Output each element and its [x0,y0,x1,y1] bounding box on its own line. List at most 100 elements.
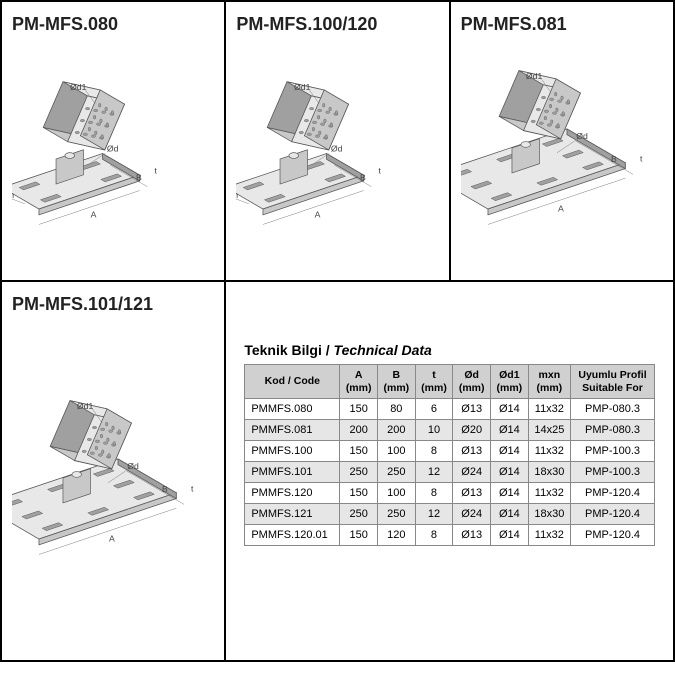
table-cell: Ø14 [491,441,529,462]
svg-text:t: t [640,153,643,163]
svg-text:Ød: Ød [331,144,343,154]
svg-text:Ød: Ød [127,461,139,471]
svg-text:mxn: mxn [236,190,238,200]
table-cell: 200 [377,420,415,441]
table-cell: 80 [377,399,415,420]
table-cell: 11x32 [528,525,570,546]
table-cell: 8 [415,483,453,504]
svg-text:A: A [315,210,321,220]
table-row: PMMFS.10125025012Ø24Ø1418x30PMP-100.3 [245,462,655,483]
table-cell: PMMFS.100 [245,441,340,462]
drawing-0: A B t mxn Ød1 Ød [12,43,214,271]
table-cell: 250 [340,504,378,525]
table-cell: 150 [340,483,378,504]
table-cell: Ø14 [491,462,529,483]
svg-text:t: t [379,166,382,176]
table-cell: Ø14 [491,504,529,525]
table-header-cell: Ød(mm) [453,365,491,399]
card-2: PM-MFS.081 A B t mxn Ød1 Ød [450,1,674,281]
tech-title-main: Teknik Bilgi / [244,342,329,358]
tech-title: Teknik Bilgi / Technical Data [244,342,655,358]
svg-text:Ød: Ød [576,131,588,141]
svg-text:t: t [191,483,194,493]
table-cell: PMP-120.4 [571,525,655,546]
table-cell: PMMFS.120 [245,483,340,504]
table-cell: 150 [340,441,378,462]
table-row: PMMFS.08120020010Ø20Ø1414x25PMP-080.3 [245,420,655,441]
table-header-cell: Kod / Code [245,365,340,399]
svg-text:Ød1: Ød1 [294,82,311,92]
svg-text:Ød1: Ød1 [77,401,94,411]
tech-data-panel: Teknik Bilgi / Technical Data Kod / Code… [225,281,674,661]
product-grid: PM-MFS.080 A B t mxn Ød1 Ød PM-MFS.100/1… [0,0,675,662]
table-cell: PMP-120.4 [571,504,655,525]
tech-table: Kod / CodeA(mm)B(mm)t(mm)Ød(mm)Ød1(mm)mx… [244,364,655,546]
table-row: PMMFS.12125025012Ø24Ø1418x30PMP-120.4 [245,504,655,525]
card-title: PM-MFS.100/120 [236,14,438,35]
table-cell: 18x30 [528,462,570,483]
svg-text:B: B [136,173,142,183]
table-body: PMMFS.080150806Ø13Ø1411x32PMP-080.3PMMFS… [245,399,655,546]
table-header-cell: Ød1(mm) [491,365,529,399]
table-cell: Ø14 [491,483,529,504]
table-cell: PMMFS.120.01 [245,525,340,546]
table-cell: PMP-100.3 [571,441,655,462]
drawing-3: A B t mxn Ød1 Ød [12,323,214,651]
table-cell: PMMFS.101 [245,462,340,483]
card-1: PM-MFS.100/120 A B t mxn Ød1 Ød [225,1,449,281]
table-cell: Ø13 [453,441,491,462]
table-cell: 11x32 [528,399,570,420]
table-cell: Ø14 [491,420,529,441]
tech-title-ital: Technical Data [334,342,432,358]
table-cell: 100 [377,441,415,462]
svg-text:B: B [162,484,168,494]
table-cell: 8 [415,525,453,546]
table-header-cell: A(mm) [340,365,378,399]
table-cell: 150 [340,399,378,420]
card-3: PM-MFS.101/121 A B t mxn Ød1 Ød [1,281,225,661]
table-cell: PMMFS.121 [245,504,340,525]
table-header-cell: B(mm) [377,365,415,399]
table-cell: Ø14 [491,525,529,546]
svg-text:Ød1: Ød1 [70,82,87,92]
table-cell: PMP-080.3 [571,420,655,441]
svg-text:Ød: Ød [107,144,119,154]
card-0: PM-MFS.080 A B t mxn Ød1 Ød [1,1,225,281]
table-cell: 120 [377,525,415,546]
table-cell: Ø13 [453,525,491,546]
table-cell: 6 [415,399,453,420]
table-cell: 18x30 [528,504,570,525]
card-title: PM-MFS.101/121 [12,294,214,315]
card-title: PM-MFS.080 [12,14,214,35]
table-cell: PMMFS.081 [245,420,340,441]
table-cell: PMP-120.4 [571,483,655,504]
table-cell: Ø24 [453,504,491,525]
drawing-1: A B t mxn Ød1 Ød [236,43,438,271]
svg-text:A: A [91,210,97,220]
svg-text:B: B [360,173,366,183]
table-header-cell: Uyumlu ProfilSuitable For [571,365,655,399]
table-cell: PMMFS.080 [245,399,340,420]
table-cell: 250 [377,462,415,483]
table-cell: PMP-100.3 [571,462,655,483]
table-cell: 12 [415,462,453,483]
table-row: PMMFS.120.011501208Ø13Ø1411x32PMP-120.4 [245,525,655,546]
svg-text:A: A [558,203,564,213]
svg-text:B: B [611,154,617,164]
table-cell: 250 [340,462,378,483]
svg-text:A: A [109,533,115,543]
table-cell: 10 [415,420,453,441]
table-cell: 11x32 [528,441,570,462]
table-row: PMMFS.080150806Ø13Ø1411x32PMP-080.3 [245,399,655,420]
drawing-2: A B t mxn Ød1 Ød [461,43,663,271]
table-cell: 11x32 [528,483,570,504]
table-header-row: Kod / CodeA(mm)B(mm)t(mm)Ød(mm)Ød1(mm)mx… [245,365,655,399]
table-cell: Ø14 [491,399,529,420]
table-cell: Ø20 [453,420,491,441]
table-row: PMMFS.1001501008Ø13Ø1411x32PMP-100.3 [245,441,655,462]
table-cell: 150 [340,525,378,546]
table-cell: Ø24 [453,462,491,483]
table-cell: 8 [415,441,453,462]
table-cell: 250 [377,504,415,525]
table-cell: Ø13 [453,483,491,504]
